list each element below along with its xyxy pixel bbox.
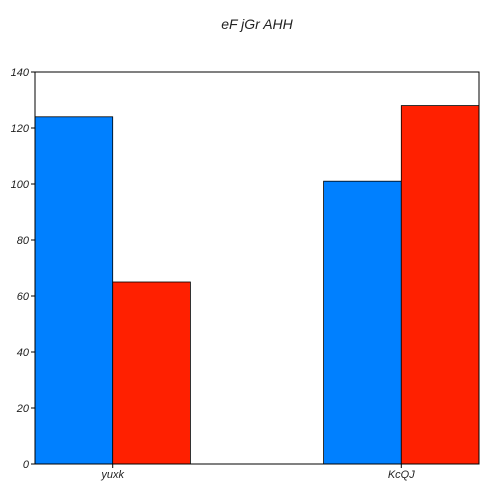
y-tick-label: 100	[11, 179, 30, 191]
y-axis: 0 20 40 60 80 100 120 140	[11, 67, 35, 471]
y-tick-label: 40	[17, 347, 30, 359]
plot-frame	[34, 71, 480, 465]
chart-title: eF jGr AHH	[221, 16, 293, 32]
y-tick-label: 0	[23, 459, 30, 471]
y-tick-label: 80	[17, 235, 30, 247]
x-axis: yuxk KcQJ	[100, 464, 415, 481]
bars-layer	[34, 105, 480, 465]
y-tick-label: 60	[17, 291, 30, 303]
x-tick-label-yuxk: yuxk	[100, 469, 124, 481]
bar-yuxk-series-2	[112, 281, 191, 465]
bar-yuxk-series-1	[34, 116, 114, 465]
y-tick-label: 120	[11, 123, 30, 135]
y-tick-label: 140	[11, 67, 30, 79]
x-tick-label-KcQJ: KcQJ	[388, 469, 415, 481]
bar-KcQJ-series-2	[400, 105, 480, 465]
y-tick-label: 20	[16, 403, 30, 415]
bar-KcQJ-series-1	[323, 180, 402, 465]
